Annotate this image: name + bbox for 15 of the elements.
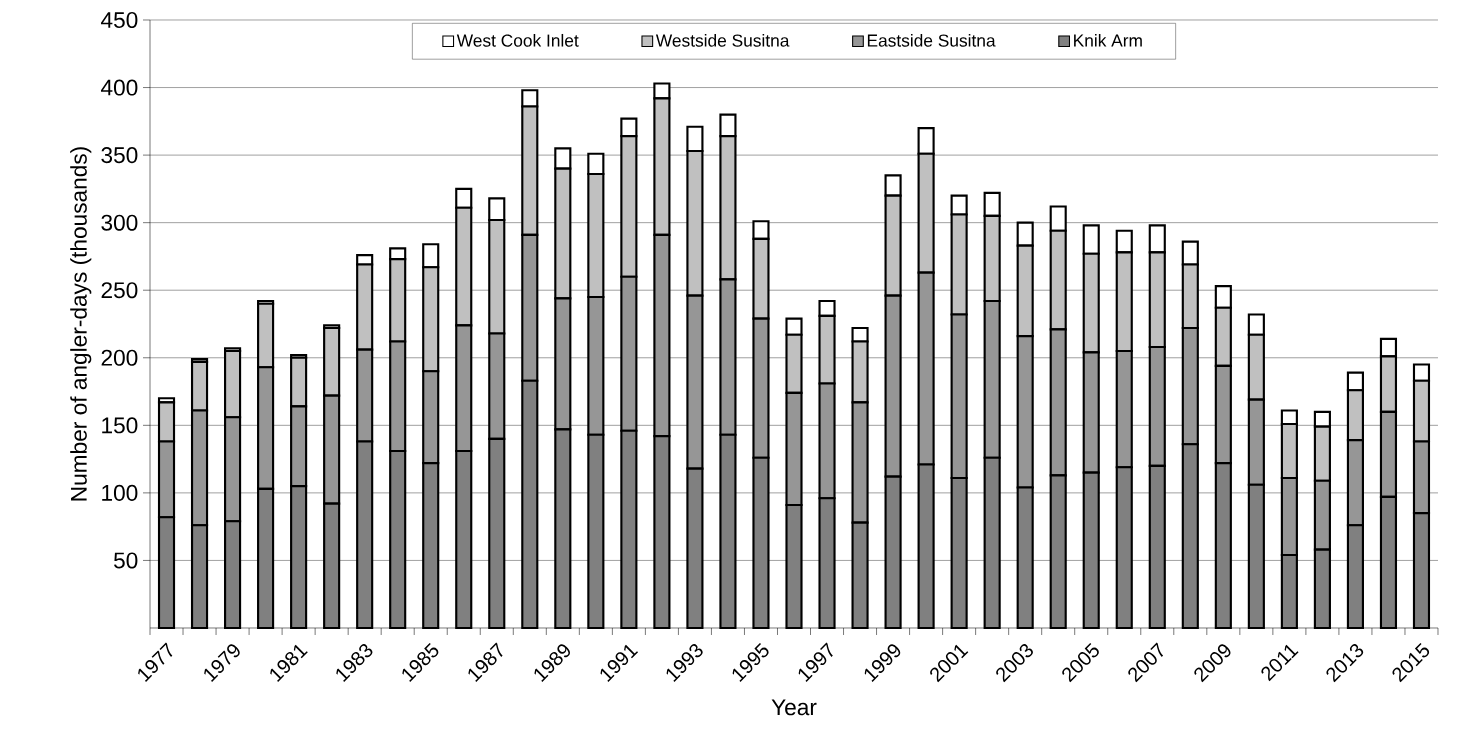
y-tick-label: 400 xyxy=(101,79,138,96)
y-tick-label: 350 xyxy=(101,147,138,164)
y-tick-label: 300 xyxy=(101,214,138,231)
legend-label: Westside Susitna xyxy=(655,33,790,47)
y-tick-label: 250 xyxy=(101,282,138,299)
y-tick-label: 450 xyxy=(101,11,138,29)
y-tick-label: 150 xyxy=(102,417,138,434)
y-tick-label: 50 xyxy=(113,552,138,569)
legend-label: Knik Arm xyxy=(1074,33,1142,47)
y-tick-label: 100 xyxy=(102,484,138,501)
y-axis-title: Number of angler-days (thousands) xyxy=(70,147,92,501)
legend-label: West Cook Inlet xyxy=(456,33,579,47)
x-axis-title: Year xyxy=(771,699,817,716)
legend-label: Eastside Susitna xyxy=(867,33,996,47)
y-tick-label: 200 xyxy=(101,349,138,366)
